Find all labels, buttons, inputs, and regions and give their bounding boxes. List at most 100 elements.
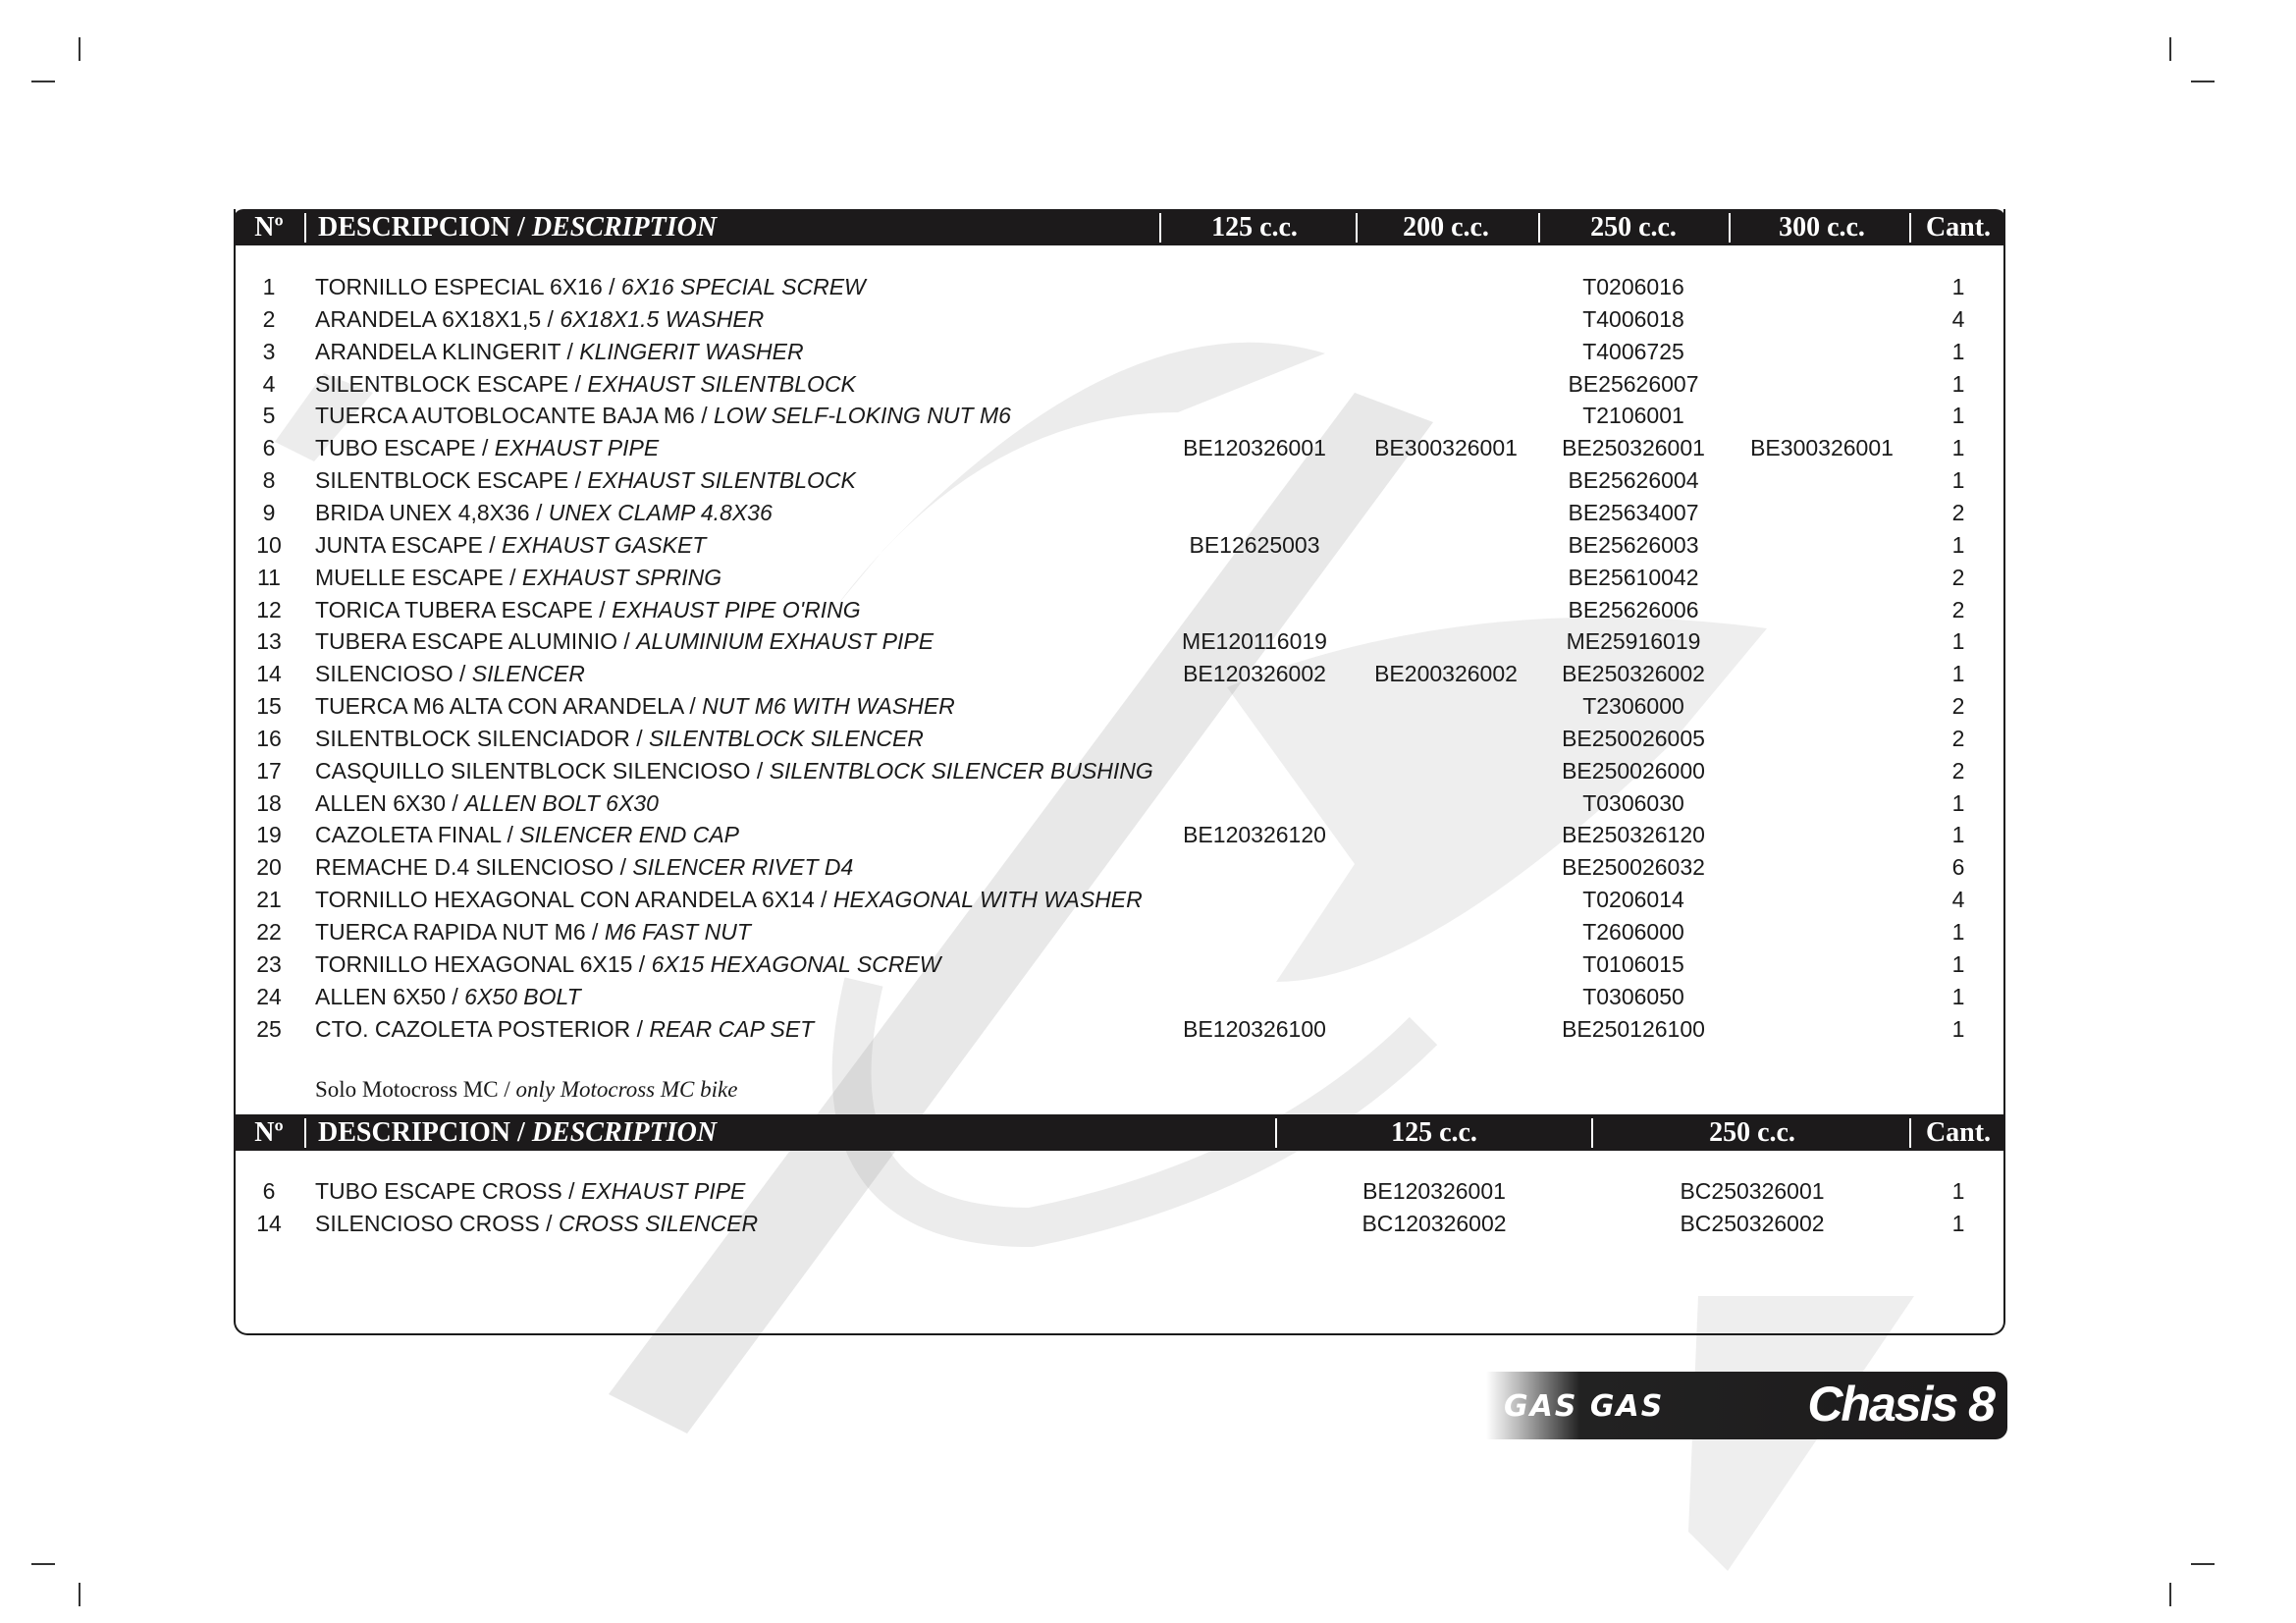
- item-number: 14: [256, 661, 282, 687]
- table-header: Nº DESCRIPCION / DESCRIPTION 125 c.c. 20…: [234, 209, 2005, 245]
- description-en: SILENTBLOCK SILENCER: [648, 725, 924, 751]
- description-en: EXHAUST SILENTBLOCK: [587, 467, 856, 494]
- part-code-250cc: BE250126100: [1562, 1015, 1705, 1042]
- item-description: ARANDELA KLINGERIT / KLINGERIT WASHER: [315, 336, 804, 368]
- table-row: 17 CASQUILLO SILENTBLOCK SILENCIOSO / SIL…: [0, 755, 2296, 787]
- header-no: Nº: [254, 1117, 284, 1148]
- item-number: 4: [262, 370, 276, 397]
- header-125cc: 125 c.c.: [1391, 1117, 1477, 1148]
- table-row: 16 SILENTBLOCK SILENCIADOR / SILENTBLOCK …: [0, 723, 2296, 755]
- item-number: 16: [256, 725, 282, 751]
- item-description: CASQUILLO SILENTBLOCK SILENCIOSO / SILEN…: [315, 755, 1153, 787]
- item-description: ALLEN 6X30 / ALLEN BOLT 6X30: [315, 787, 659, 820]
- quantity: 1: [1951, 983, 1965, 1009]
- description-es: SILENTBLOCK ESCAPE /: [315, 370, 588, 397]
- quantity: 2: [1951, 564, 1965, 590]
- item-number: 6: [262, 1178, 276, 1204]
- description-es: SILENCIOSO CROSS /: [315, 1210, 559, 1236]
- description-en: EXHAUST SILENTBLOCK: [587, 370, 856, 397]
- quantity: 2: [1951, 499, 1965, 525]
- item-number: 15: [256, 693, 282, 720]
- crop-mark: [2191, 81, 2215, 82]
- part-code-300cc: BE300326001: [1750, 435, 1894, 461]
- header-description: DESCRIPCION / DESCRIPTION: [318, 212, 718, 243]
- table-row: 2 ARANDELA 6X18X1,5 / 6X18X1.5 WASHER T400…: [0, 303, 2296, 336]
- header-no: Nº: [254, 212, 284, 243]
- part-code-250cc: T0306050: [1582, 983, 1684, 1009]
- quantity: 1: [1951, 338, 1965, 364]
- table-row: 15 TUERCA M6 ALTA CON ARANDELA / NUT M6 W…: [0, 690, 2296, 723]
- table-row: 11 MUELLE ESCAPE / EXHAUST SPRING BE256100…: [0, 562, 2296, 594]
- crop-mark: [31, 1563, 55, 1565]
- part-code-125cc: BE120326001: [1183, 435, 1326, 461]
- description-en: M6 FAST NUT: [604, 919, 751, 945]
- description-en: SILENCER END CAP: [519, 822, 739, 848]
- item-description: SILENCIOSO CROSS / CROSS SILENCER: [315, 1208, 758, 1240]
- item-number: 18: [256, 789, 282, 816]
- description-en: UNEX CLAMP 4.8X36: [548, 499, 773, 525]
- part-code-250cc: BE25626006: [1568, 596, 1699, 622]
- part-code-250cc: BE25626003: [1568, 531, 1699, 558]
- description-es: BRIDA UNEX 4,8X36 /: [315, 499, 549, 525]
- crop-mark: [2169, 1583, 2171, 1606]
- description-es: TUBO ESCAPE /: [315, 435, 495, 461]
- table-row: 4 SILENTBLOCK ESCAPE / EXHAUST SILENTBLOC…: [0, 368, 2296, 401]
- description-es: TORICA TUBERA ESCAPE /: [315, 596, 613, 622]
- header-200cc: 200 c.c.: [1403, 212, 1489, 243]
- table-header-motocross: Nº DESCRIPCION / DESCRIPTION 125 c.c. 25…: [234, 1114, 2005, 1151]
- description-es: ALLEN 6X30 /: [315, 789, 465, 816]
- part-code-125cc: BE120326002: [1183, 661, 1326, 687]
- item-number: 22: [256, 919, 282, 945]
- part-code-125cc: ME120116019: [1182, 628, 1327, 655]
- item-description: TORNILLO HEXAGONAL CON ARANDELA 6X14 / H…: [315, 884, 1143, 916]
- item-description: CAZOLETA FINAL / SILENCER END CAP: [315, 819, 739, 851]
- part-code-250cc: T2606000: [1582, 919, 1684, 945]
- part-code-250cc: BC250326002: [1680, 1210, 1825, 1236]
- part-code-250cc: BE250326002: [1562, 661, 1705, 687]
- header-300cc: 300 c.c.: [1779, 212, 1865, 243]
- description-en: HEXAGONAL WITH WASHER: [832, 887, 1143, 913]
- part-code-125cc: BE120326001: [1362, 1178, 1506, 1204]
- description-es: TORNILLO HEXAGONAL CON ARANDELA 6X14 /: [315, 887, 833, 913]
- item-number: 12: [256, 596, 282, 622]
- table-row: 6 TUBO ESCAPE / EXHAUST PIPE BE120326001 BE…: [0, 432, 2296, 464]
- quantity: 6: [1951, 854, 1965, 881]
- quantity: 1: [1951, 435, 1965, 461]
- crop-mark: [2191, 1563, 2215, 1565]
- item-number: 10: [256, 531, 282, 558]
- part-code-250cc: ME25916019: [1566, 628, 1701, 655]
- item-number: 20: [256, 854, 282, 881]
- quantity: 1: [1951, 274, 1965, 299]
- description-en: KLINGERIT WASHER: [579, 338, 804, 364]
- table-row: 18 ALLEN 6X30 / ALLEN BOLT 6X30 T0306030 1: [0, 787, 2296, 820]
- description-es: JUNTA ESCAPE /: [315, 531, 503, 558]
- part-code-125cc: BC120326002: [1362, 1210, 1507, 1236]
- description-es: ALLEN 6X50 /: [315, 983, 465, 1009]
- item-description: SILENTBLOCK ESCAPE / EXHAUST SILENTBLOCK: [315, 464, 856, 497]
- quantity: 2: [1951, 757, 1965, 784]
- gasgas-chasis-logo: GAS GAS Chasis 8: [1486, 1372, 2007, 1439]
- description-en: NUT M6 WITH WASHER: [702, 693, 955, 720]
- table-row: 3 ARANDELA KLINGERIT / KLINGERIT WASHER T4…: [0, 336, 2296, 368]
- table-row: 22 TUERCA RAPIDA NUT M6 / M6 FAST NUT T260…: [0, 916, 2296, 948]
- table-row: 6 TUBO ESCAPE CROSS / EXHAUST PIPE BE12032…: [0, 1175, 2296, 1208]
- table-row: 25 CTO. CAZOLETA POSTERIOR / REAR CAP SET…: [0, 1013, 2296, 1046]
- part-code-125cc: BE120326100: [1183, 1015, 1326, 1042]
- item-description: SILENTBLOCK ESCAPE / EXHAUST SILENTBLOCK: [315, 368, 856, 401]
- description-es: TORNILLO ESPECIAL 6X16 /: [315, 274, 621, 299]
- header-qty: Cant.: [1925, 1117, 1992, 1148]
- crop-mark: [79, 1583, 80, 1606]
- table-row: 13 TUBERA ESCAPE ALUMINIO / ALUMINIUM EXH…: [0, 625, 2296, 658]
- description-es: REMACHE D.4 SILENCIOSO /: [315, 854, 633, 881]
- header-description: DESCRIPCION / DESCRIPTION: [318, 1117, 718, 1148]
- part-code-250cc: T2306000: [1582, 693, 1684, 720]
- quantity: 1: [1951, 370, 1965, 397]
- item-number: 21: [256, 887, 282, 913]
- part-code-250cc: T4006725: [1582, 338, 1684, 364]
- quantity: 1: [1951, 919, 1965, 945]
- crop-mark: [79, 37, 80, 61]
- description-en: 6X50 BOLT: [464, 983, 581, 1009]
- item-description: TUBERA ESCAPE ALUMINIO / ALUMINIUM EXHAU…: [315, 625, 934, 658]
- item-description: MUELLE ESCAPE / EXHAUST SPRING: [315, 562, 721, 594]
